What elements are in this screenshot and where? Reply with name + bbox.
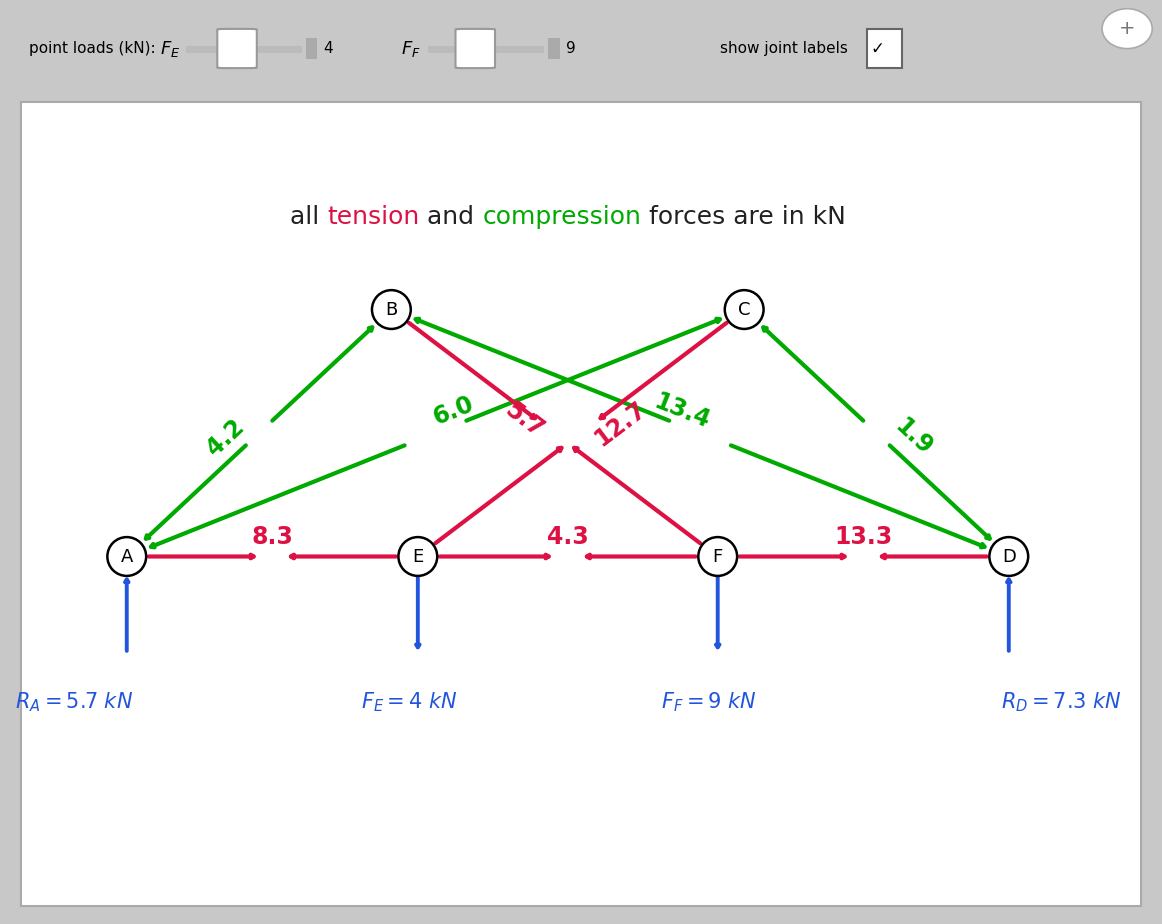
Circle shape	[725, 290, 763, 329]
Circle shape	[107, 537, 146, 576]
Text: B: B	[386, 300, 397, 319]
Text: all: all	[289, 205, 327, 229]
Circle shape	[698, 537, 737, 576]
Text: ✓: ✓	[870, 40, 884, 57]
Text: $\mathit{F}_F = 9$ kN: $\mathit{F}_F = 9$ kN	[661, 690, 756, 714]
Text: 4: 4	[323, 41, 332, 56]
Text: forces are in kN: forces are in kN	[641, 205, 846, 229]
Text: $\mathit{R}_D = 7.3$ kN: $\mathit{R}_D = 7.3$ kN	[1002, 690, 1122, 714]
Circle shape	[372, 290, 411, 329]
Text: $\mathit{F}_E = 4$ kN: $\mathit{F}_E = 4$ kN	[360, 690, 458, 714]
Text: $\mathit{F}_\mathit{F}$: $\mathit{F}_\mathit{F}$	[401, 39, 421, 58]
FancyBboxPatch shape	[217, 29, 257, 68]
Text: 4.2: 4.2	[202, 415, 249, 460]
Bar	[186, 46, 302, 53]
Text: E: E	[413, 548, 423, 565]
Text: and: and	[419, 205, 482, 229]
FancyBboxPatch shape	[456, 29, 495, 68]
Circle shape	[989, 537, 1028, 576]
Bar	[428, 46, 544, 53]
Text: 12.7: 12.7	[590, 397, 651, 451]
Text: compression: compression	[482, 205, 641, 229]
Bar	[306, 38, 317, 59]
Text: 13.3: 13.3	[834, 525, 892, 549]
Text: 1.9: 1.9	[890, 414, 937, 460]
Bar	[867, 29, 902, 68]
Text: point loads (kN):: point loads (kN):	[29, 41, 156, 56]
Text: D: D	[1002, 548, 1016, 565]
Text: show joint labels: show joint labels	[720, 41, 848, 56]
Text: 9: 9	[566, 41, 575, 56]
Text: 4.3: 4.3	[547, 525, 589, 549]
Bar	[548, 38, 560, 59]
Text: $\mathit{R}_A = 5.7$ kN: $\mathit{R}_A = 5.7$ kN	[15, 690, 132, 714]
Text: F: F	[712, 548, 723, 565]
Text: 5.7: 5.7	[500, 397, 547, 442]
Text: +: +	[1119, 19, 1135, 38]
Circle shape	[1102, 8, 1153, 49]
Text: 13.4: 13.4	[651, 389, 713, 433]
Text: A: A	[121, 548, 132, 565]
Text: C: C	[738, 300, 751, 319]
Text: $\mathit{F}_\mathit{E}$: $\mathit{F}_\mathit{E}$	[160, 39, 180, 58]
Text: tension: tension	[327, 205, 419, 229]
Text: 8.3: 8.3	[251, 525, 293, 549]
Circle shape	[399, 537, 437, 576]
Text: 6.0: 6.0	[429, 392, 478, 430]
